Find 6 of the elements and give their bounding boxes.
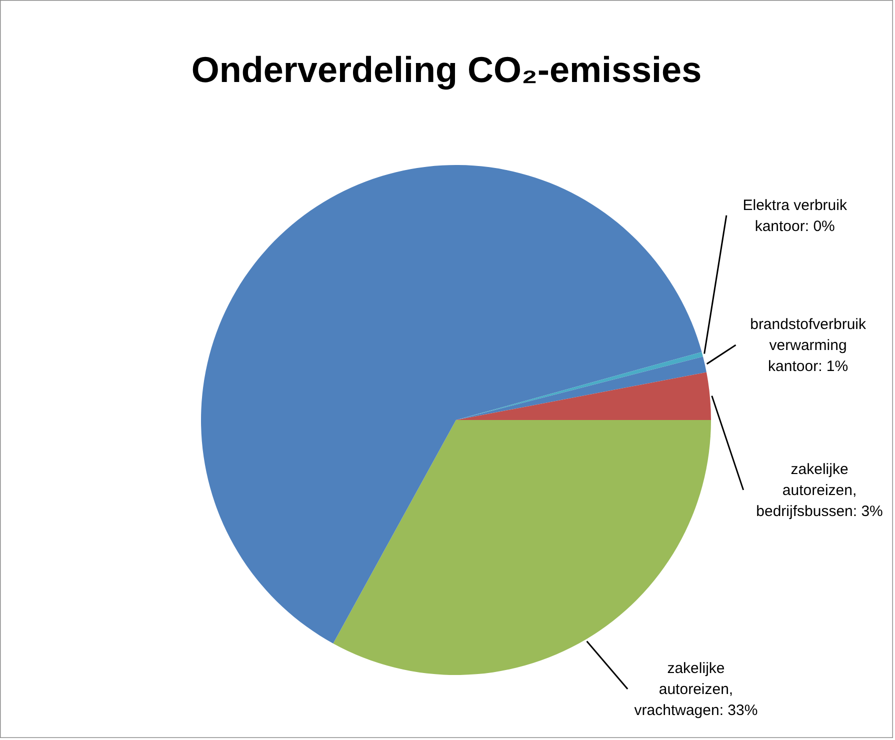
slice-label: Elektra verbruik kantoor: 0% <box>742 196 848 235</box>
pie-slice <box>456 372 711 420</box>
slice-label: brandstofverbruik verwarming kantoor: 1% <box>750 316 866 376</box>
chart-title: Onderverdeling CO₂-emissies <box>191 49 702 90</box>
slice-label: zakelijke autoreizen, bedrijfsbussen: 3% <box>756 460 883 520</box>
slice-label: zakelijke autoreizen, vrachtwagen: 33% <box>634 660 758 720</box>
